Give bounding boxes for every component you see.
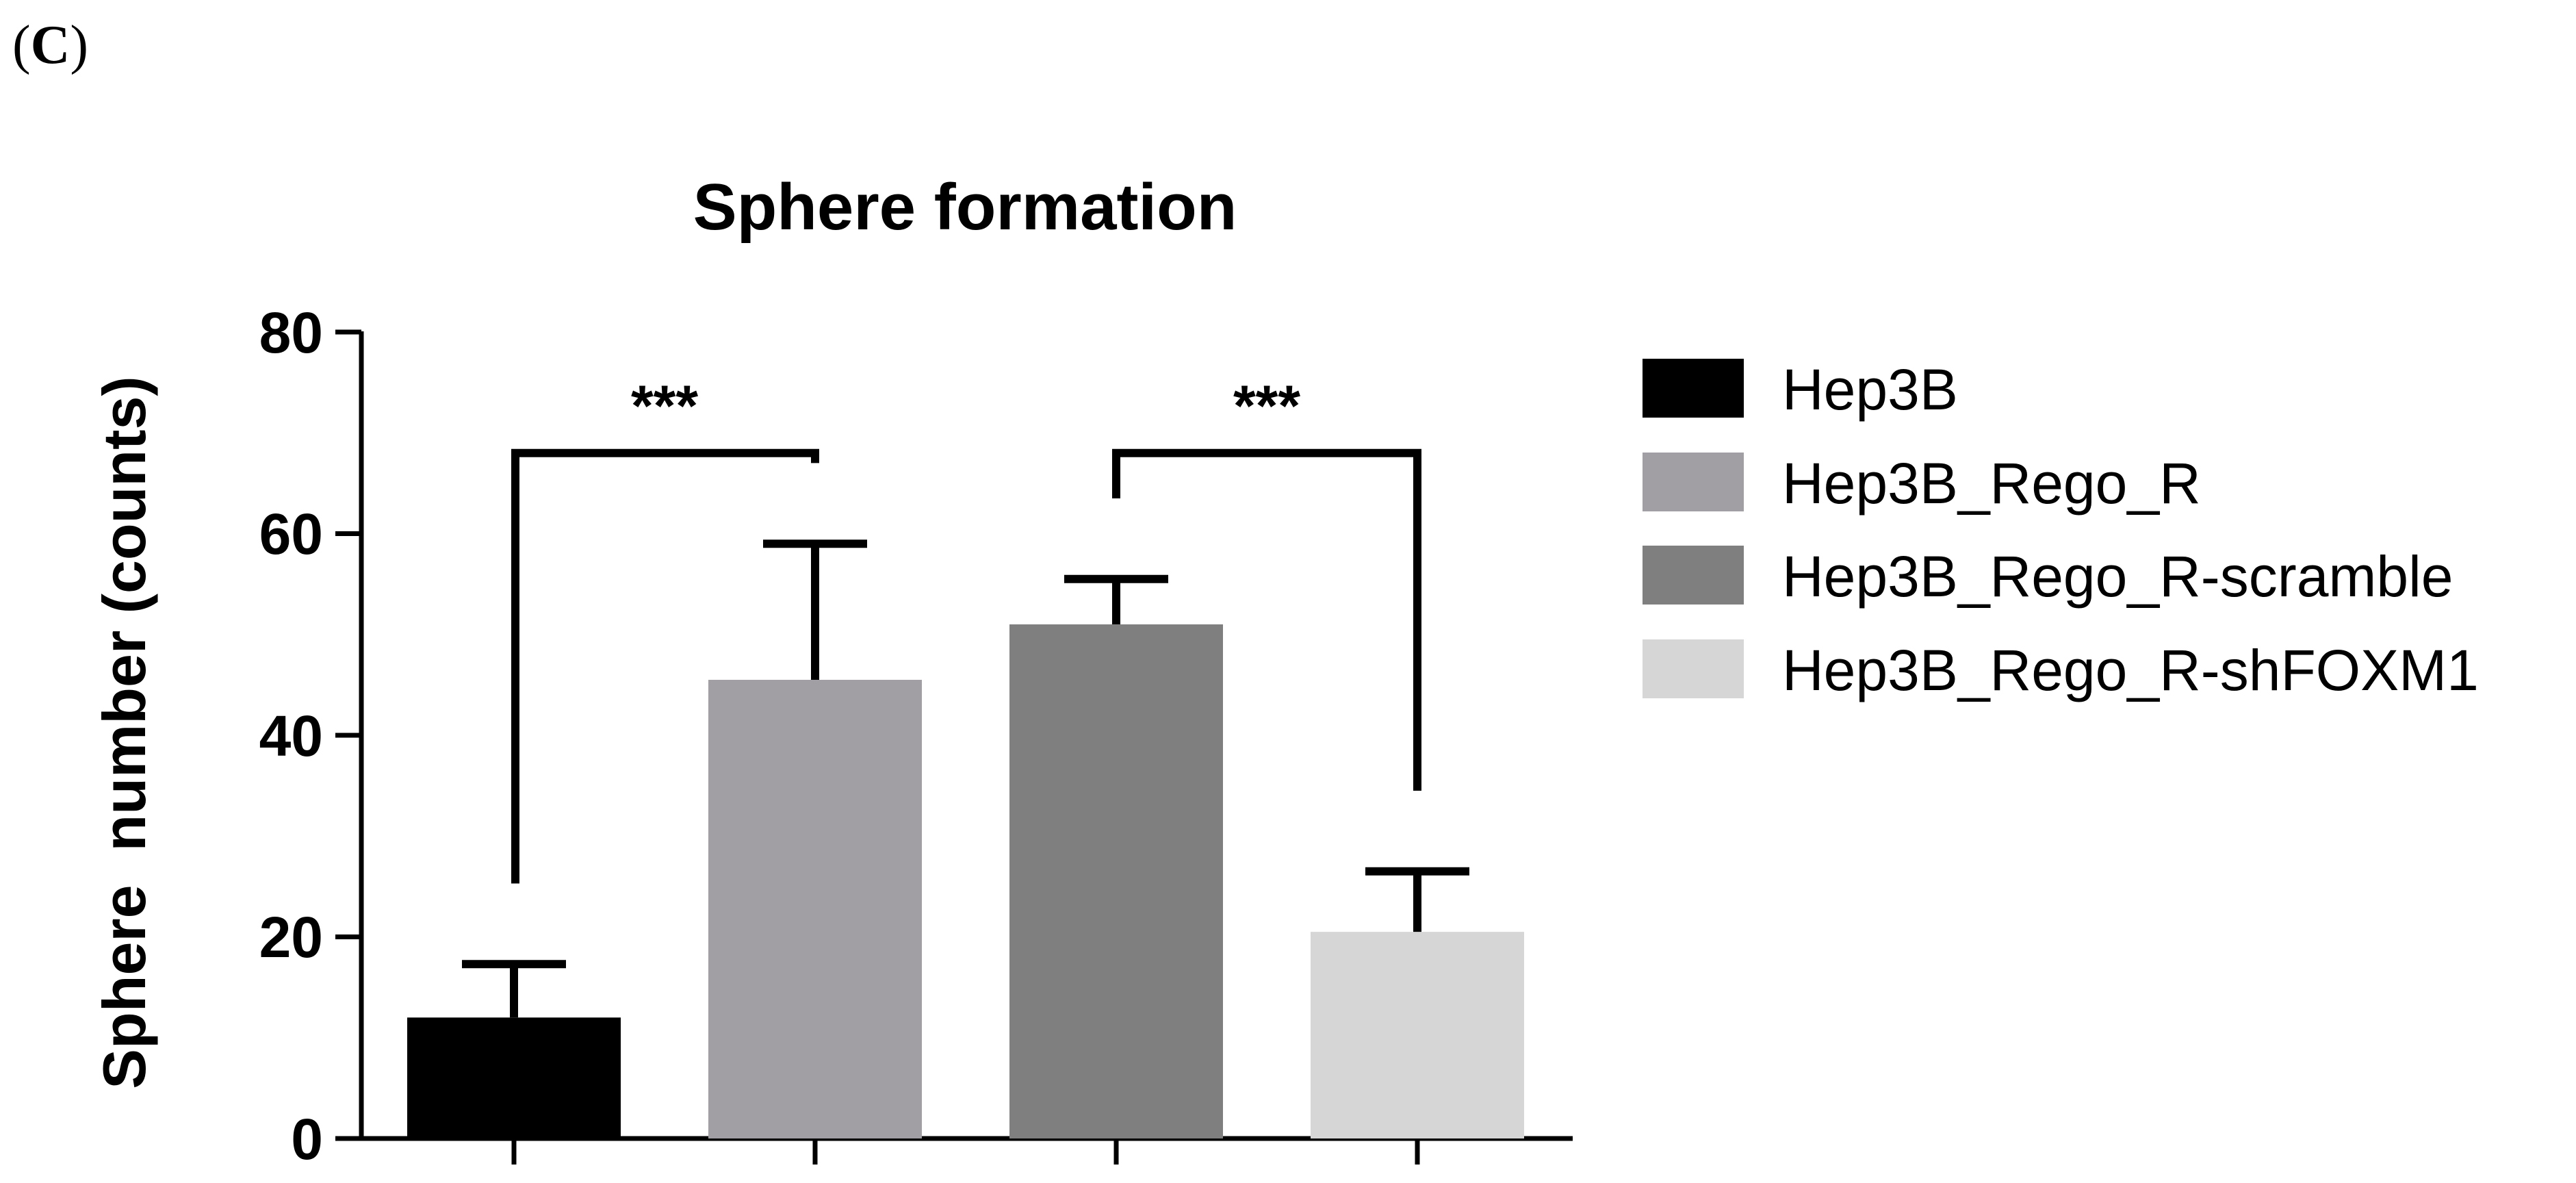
bar-hep3b bbox=[407, 1017, 621, 1139]
significance-bracket bbox=[1112, 448, 1421, 791]
significance-label: *** bbox=[1233, 374, 1300, 438]
y-tick-label: 20 bbox=[259, 905, 323, 969]
y-tick-label: 60 bbox=[259, 502, 323, 566]
x-ticks-layer bbox=[511, 1139, 1420, 1165]
legend-label: Hep3B_Rego_R bbox=[1782, 451, 2201, 516]
y-axis-label: Sphere number (counts) bbox=[90, 376, 158, 1089]
legend-swatch-hep3b-rego-r-shfoxm1 bbox=[1643, 639, 1744, 698]
legend: Hep3B Hep3B_Rego_R Hep3B_Rego_R-scramble… bbox=[1643, 357, 2479, 702]
y-tick-labels: 0 20 40 60 80 bbox=[259, 301, 323, 1171]
bars-layer bbox=[407, 624, 1524, 1139]
legend-label: Hep3B_Rego_R-shFOXM1 bbox=[1782, 638, 2479, 702]
legend-label: Hep3B_Rego_R-scramble bbox=[1782, 544, 2453, 609]
significance-label: *** bbox=[631, 374, 698, 438]
bar-hep3b-rego-r bbox=[708, 680, 922, 1139]
panel-label: (C) bbox=[12, 15, 88, 75]
y-tick-label: 80 bbox=[259, 301, 323, 365]
panel-label-open: ( bbox=[12, 15, 31, 75]
legend-swatch-hep3b bbox=[1643, 359, 1744, 418]
y-tick-label: 0 bbox=[291, 1107, 323, 1171]
y-ticks bbox=[335, 329, 361, 1141]
y-tick-label: 40 bbox=[259, 704, 323, 768]
legend-swatch-hep3b-rego-r bbox=[1643, 453, 1744, 511]
bar-hep3b-rego-r-scramble bbox=[1009, 624, 1223, 1139]
legend-label: Hep3B bbox=[1782, 357, 1958, 422]
chart-title: Sphere formation bbox=[693, 170, 1237, 244]
legend-swatch-hep3b-rego-r-scramble bbox=[1643, 546, 1744, 605]
bar-hep3b-rego-r-shfoxm1 bbox=[1311, 932, 1524, 1139]
panel-label-close: ) bbox=[70, 15, 88, 75]
panel-label-letter: C bbox=[31, 15, 70, 75]
error-bars-layer bbox=[462, 539, 1469, 1018]
significance-bracket bbox=[511, 448, 819, 884]
significance-brackets-layer: *** *** bbox=[511, 374, 1421, 884]
